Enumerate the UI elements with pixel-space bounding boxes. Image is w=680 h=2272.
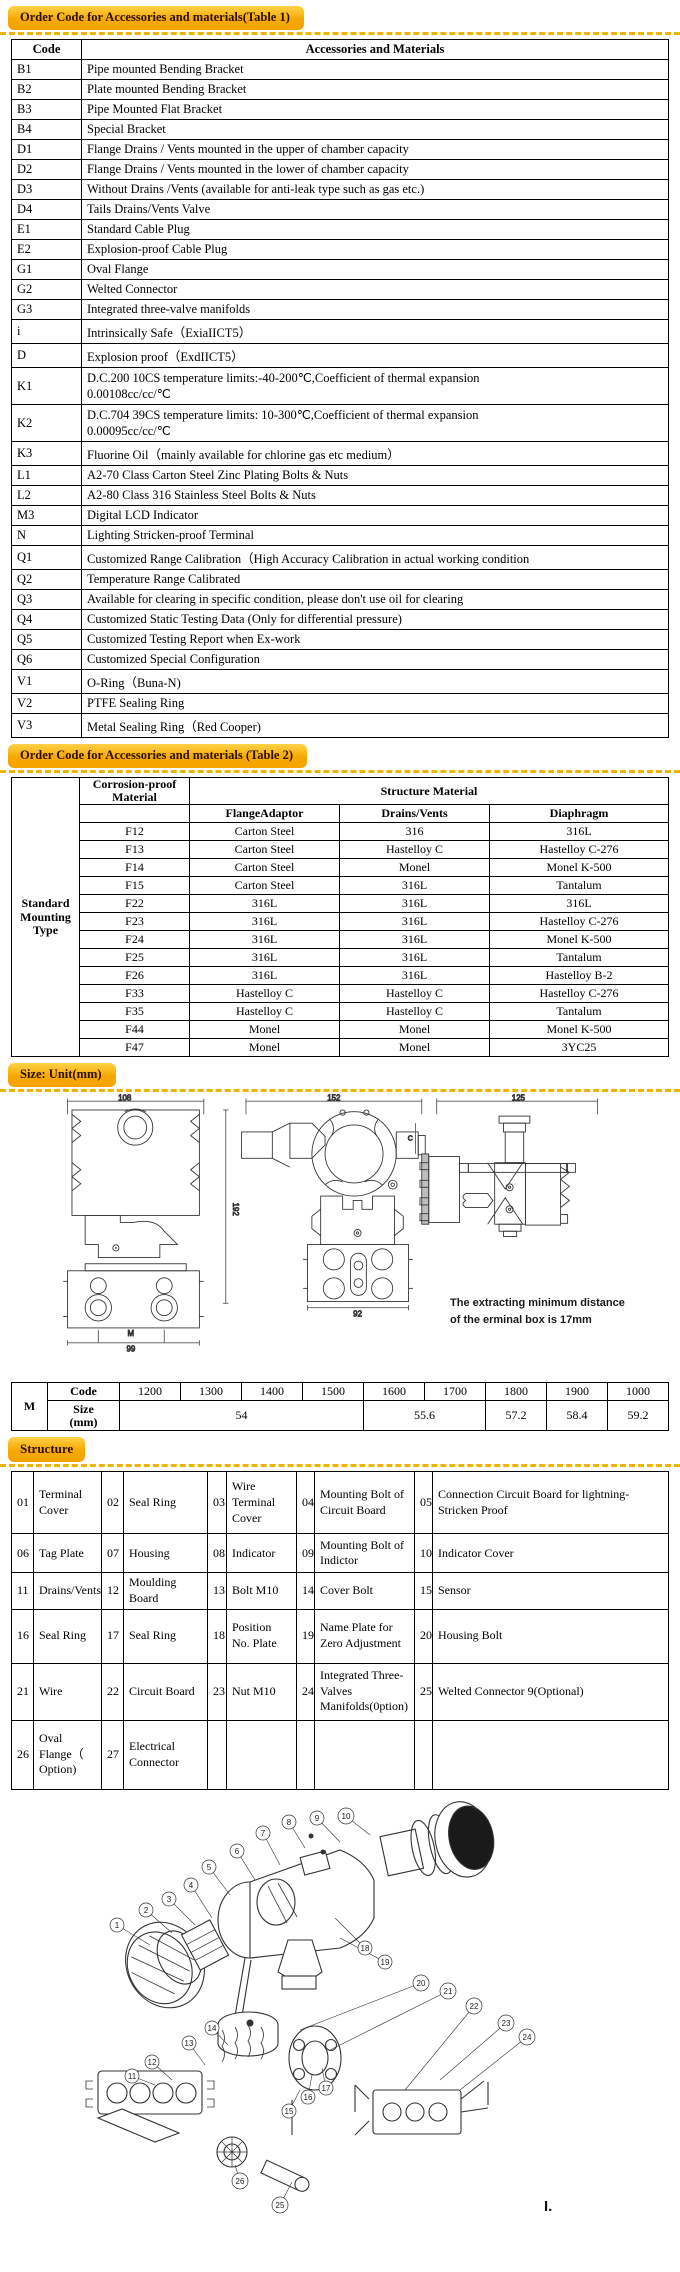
svg-text:15: 15 (285, 2107, 294, 2116)
svg-text:14: 14 (208, 2024, 217, 2033)
svg-text:1: 1 (115, 1921, 120, 1930)
svg-text:92: 92 (353, 1310, 362, 1319)
svg-text:4: 4 (189, 1881, 194, 1890)
svg-text:12: 12 (148, 2058, 157, 2067)
svg-text:5: 5 (207, 1863, 212, 1872)
svg-text:125: 125 (512, 1094, 526, 1103)
svg-text:23: 23 (502, 2019, 511, 2028)
svg-text:11: 11 (128, 2072, 137, 2081)
svg-text:6: 6 (235, 1847, 240, 1856)
svg-text:18: 18 (361, 1944, 370, 1953)
svg-text:8: 8 (287, 1818, 292, 1827)
svg-text:108: 108 (118, 1094, 132, 1103)
svg-text:M: M (128, 1329, 135, 1338)
svg-text:7: 7 (261, 1829, 266, 1838)
svg-text:13: 13 (185, 2039, 194, 2048)
svg-text:152: 152 (327, 1094, 340, 1103)
svg-text:24: 24 (523, 2033, 532, 2042)
svg-text:10: 10 (342, 1812, 351, 1821)
svg-text:C: C (408, 1136, 413, 1143)
svg-text:99: 99 (126, 1345, 135, 1354)
svg-text:2: 2 (144, 1906, 149, 1915)
svg-text:25: 25 (276, 2201, 285, 2210)
svg-text:19: 19 (381, 1958, 390, 1967)
svg-text:17: 17 (322, 2084, 331, 2093)
svg-text:16: 16 (304, 2093, 313, 2102)
svg-text:192: 192 (231, 1203, 240, 1216)
svg-text:9: 9 (315, 1814, 320, 1823)
svg-text:22: 22 (470, 2002, 479, 2011)
svg-text:20: 20 (417, 1979, 426, 1988)
svg-text:3: 3 (167, 1895, 172, 1904)
svg-text:21: 21 (444, 1987, 453, 1996)
svg-text:26: 26 (236, 2177, 245, 2186)
